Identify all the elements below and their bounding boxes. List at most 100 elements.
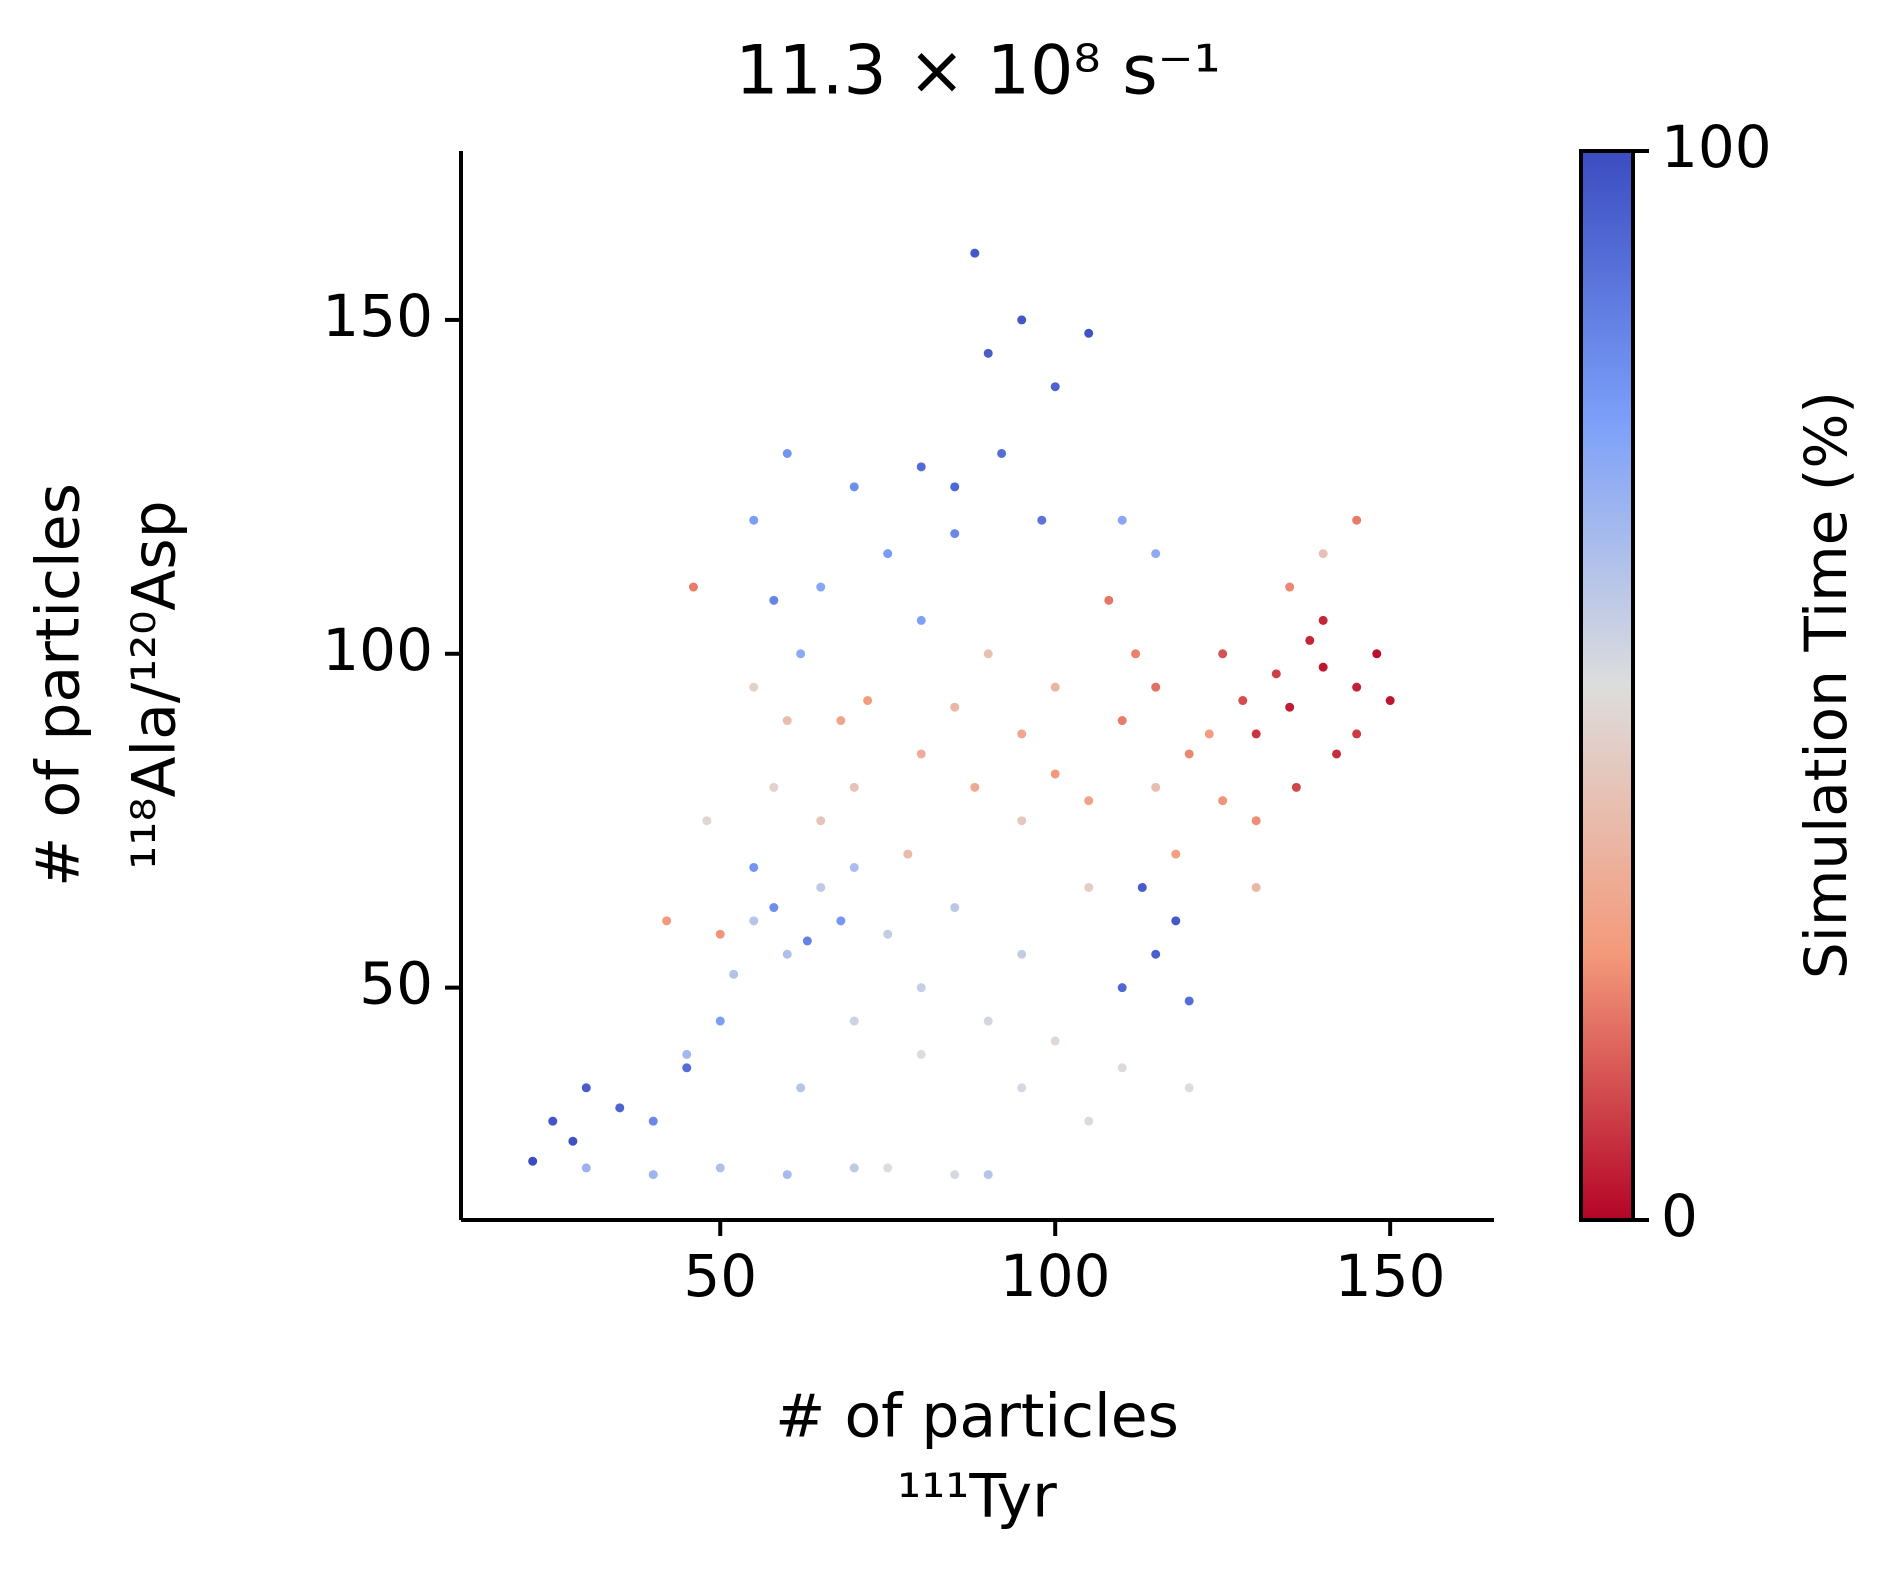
scatter-point [997,448,1007,458]
scatter-point [916,983,926,993]
scatter-point [749,515,759,525]
scatter-point [782,949,792,959]
scatter-point [1084,796,1094,806]
scatter-point [950,529,960,539]
scatter-point [950,903,960,913]
scatter-point [1117,1063,1127,1073]
y-tick-label: 150 [322,282,433,350]
scatter-point [749,916,759,926]
scatter-point [1017,729,1027,739]
scatter-point [1151,949,1161,959]
scatter-point [1305,635,1315,645]
scatter-point [1050,1036,1060,1046]
scatter-point [883,929,893,939]
scatter-point [1050,769,1060,779]
scatter-point [816,882,826,892]
scatter-point [816,582,826,592]
scatter-point [1352,515,1362,525]
scatter-point [849,862,859,872]
scatter-point [769,903,779,913]
scatter-point [970,248,980,258]
scatter-point [983,1016,993,1026]
scatter-point [849,1163,859,1173]
scatter-point [883,549,893,559]
scatter-point [950,482,960,492]
scatter-point [1084,882,1094,892]
scatter-point [849,482,859,492]
scatter-point [1251,729,1261,739]
scatter-point [1352,729,1362,739]
scatter-point [816,816,826,826]
scatter-point [1131,649,1141,659]
scatter-point [1117,515,1127,525]
scatter-point [1171,916,1181,926]
scatter-point [1285,702,1295,712]
scatter-point [836,916,846,926]
scatter-point [849,782,859,792]
scatter-point [970,782,980,792]
scatter-point [903,849,913,859]
scatter-point [769,595,779,605]
scatter-point [796,649,806,659]
scatter-point [1084,1116,1094,1126]
scatter-point [1104,595,1114,605]
colorbar [1579,149,1635,1222]
y-tick-label: 100 [322,616,433,684]
scatter-point [729,969,739,979]
x-tick-label: 50 [683,1242,757,1310]
x-tick-label: 100 [1000,1242,1111,1310]
scatter-point [1332,749,1342,759]
x-tick-label: 150 [1335,1242,1446,1310]
scatter-point [715,929,725,939]
scatter-point [1218,649,1228,659]
scatter-point [749,682,759,692]
scatter-point [950,1170,960,1180]
scatter-point [983,649,993,659]
scatter-point [1050,682,1060,692]
scatter-point [1184,1083,1194,1093]
scatter-point [1271,669,1281,679]
scatter-point [648,1170,658,1180]
scatter-point [1318,549,1328,559]
scatter-point [782,716,792,726]
scatter-point [1318,662,1328,672]
colorbar-label: Simulation Time (%) [1792,391,1860,979]
scatter-point [1117,716,1127,726]
scatter-point [916,462,926,472]
scatter-point [950,702,960,712]
scatter-point [581,1163,591,1173]
colorbar-tick-label: 100 [1661,113,1772,181]
scatter-point [1251,816,1261,826]
scatter-point [715,1163,725,1173]
scatter-point [863,696,873,706]
colorbar-tick-label: 0 [1661,1182,1698,1250]
scatter-point [682,1049,692,1059]
scatter-point [883,1163,893,1173]
scatter-point [615,1103,625,1113]
scatter-point [749,862,759,872]
scatter-point [1204,729,1214,739]
scatter-point [1184,996,1194,1006]
scatter-point [983,348,993,358]
scatter-point [802,936,812,946]
scatter-point [682,1063,692,1073]
scatter-point [1218,796,1228,806]
scatter-point [836,716,846,726]
x-axis-label: ¹¹¹Tyr [897,1462,1057,1532]
scatter-point [568,1136,578,1146]
scatter-point [1372,649,1382,659]
scatter-point [1151,682,1161,692]
y-axis-label: ¹¹⁸Ala/¹²⁰Asp [120,500,190,869]
scatter-point [1151,549,1161,559]
chart-title: 11.3 × 10⁸ s⁻¹ [735,32,1221,111]
scatter-point [1017,816,1027,826]
scatter-point [916,749,926,759]
scatter-point [916,615,926,625]
scatter-point [1037,515,1047,525]
scatter-point [688,582,698,592]
scatter-point [782,448,792,458]
scatter-point [1137,882,1147,892]
scatter-point [581,1083,591,1093]
scatter-point [1352,682,1362,692]
